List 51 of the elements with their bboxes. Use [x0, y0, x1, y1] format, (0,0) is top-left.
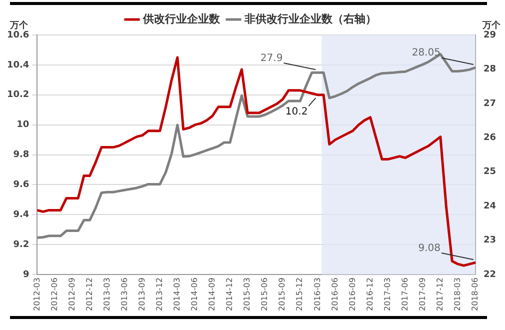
x-tick-label: 2016-09 [348, 278, 357, 312]
y-tick-label: 9 [22, 270, 30, 280]
x-tick-label: 2013-12 [155, 278, 164, 312]
data-label: 28.05 [412, 48, 440, 59]
x-tick-label: 2014-03 [172, 278, 182, 312]
y-tick-label: 10 [16, 120, 30, 130]
x-tick-label: 2012-06 [50, 278, 59, 312]
y-tick-label: 10.4 [6, 60, 30, 70]
x-tick-label: 2012-12 [84, 278, 94, 312]
x-tick-label: 2015-09 [278, 278, 287, 312]
x-tick-label: 2018-06 [470, 278, 480, 312]
x-tick-label: 2017-09 [418, 278, 427, 312]
y2-tick-label: 28 [483, 64, 496, 75]
x-tick-label: 2013-06 [120, 278, 129, 312]
y-tick-label: 10.2 [6, 90, 30, 100]
legend-label: 非供改行业企业数（右轴） [244, 12, 376, 26]
y-tick-label: 9.4 [13, 210, 30, 220]
y2-tick-label: 26 [483, 133, 496, 144]
y-axis-title: 万个 [9, 20, 30, 31]
x-tick-label: 2018-03 [453, 278, 462, 312]
y2-tick-label: 24 [483, 201, 496, 212]
x-tick-label: 2014-09 [208, 278, 217, 312]
x-tick-label: 2017-06 [400, 278, 410, 312]
x-tick-label: 2015-03 [242, 278, 252, 312]
x-tick-label: 2015-12 [295, 278, 304, 312]
y-tick-label: 9.8 [13, 150, 30, 160]
y2-tick-label: 29 [483, 30, 496, 40]
x-tick-label: 2017-03 [382, 278, 392, 312]
data-label: 27.9 [260, 52, 283, 64]
y2-axis-title: 万个 [481, 20, 502, 31]
data-label: 9.08 [418, 242, 440, 254]
y-tick-label: 9.6 [13, 180, 30, 190]
y2-tick-label: 22 [483, 270, 496, 280]
x-tick-label: 2015-06 [260, 278, 270, 312]
legend-label: 供改行业企业数 [142, 12, 221, 26]
x-tick-label: 2016-06 [330, 278, 340, 312]
x-tick-label: 2013-09 [137, 278, 146, 312]
x-tick-label: 2016-03 [312, 278, 322, 312]
y2-tick-label: 27 [483, 98, 496, 109]
x-tick-label: 2017-12 [435, 278, 444, 312]
x-tick-label: 2012-09 [67, 278, 76, 312]
x-tick-label: 2013-03 [102, 278, 112, 312]
x-tick-label: 2014-06 [190, 278, 200, 312]
y2-tick-label: 23 [483, 236, 496, 246]
y2-tick-label: 25 [483, 167, 496, 178]
y-tick-label: 10.6 [6, 30, 30, 40]
y-tick-label: 9.2 [13, 240, 30, 250]
data-label: 10.2 [285, 106, 308, 118]
x-tick-label: 2016-12 [365, 278, 374, 312]
x-tick-label: 2014-12 [225, 278, 234, 312]
x-tick-label: 2012-03 [32, 278, 42, 312]
